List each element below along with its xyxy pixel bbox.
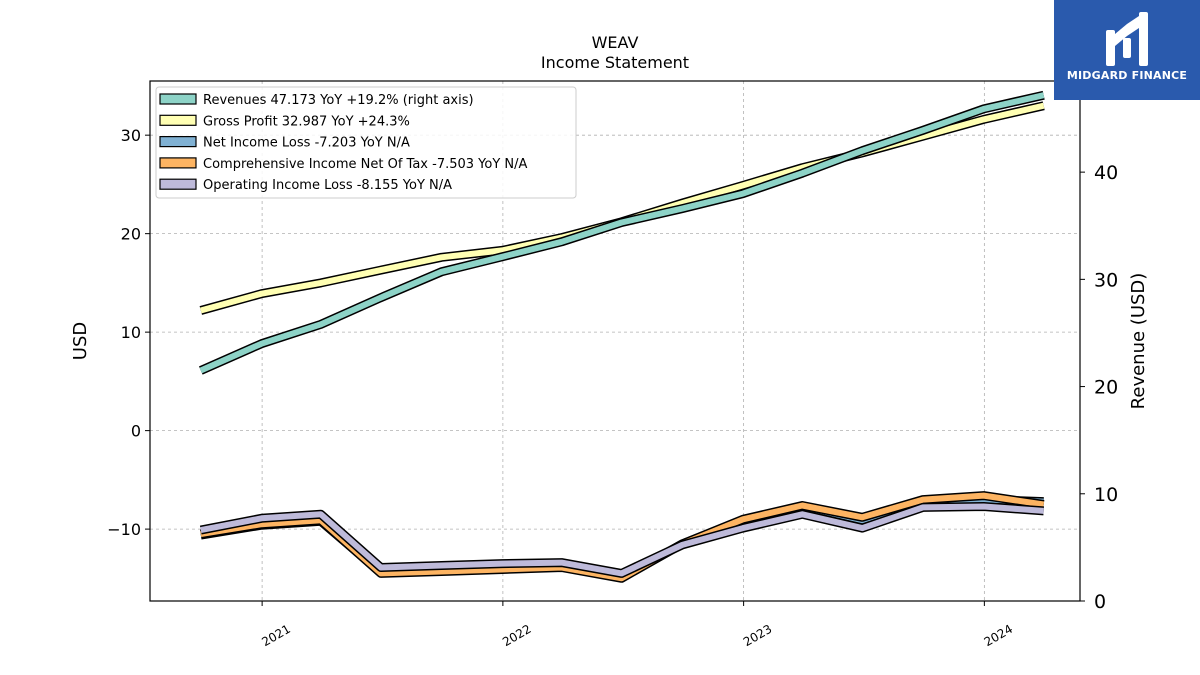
legend-label: Net Income Loss -7.203 YoY N/A: [203, 136, 410, 151]
legend-box: [155, 86, 577, 199]
y-axis-label-right: Revenue (USD): [1128, 273, 1149, 410]
y-tick-label-left: 20: [121, 225, 141, 244]
legend-swatch: [159, 178, 197, 190]
legend-label: Operating Income Loss -8.155 YoY N/A: [203, 178, 452, 193]
legend-swatch: [159, 136, 197, 148]
x-tick-label: 2023: [741, 622, 774, 649]
series-operating-income-loss: [199, 502, 1045, 578]
series-line: [199, 92, 1045, 374]
legend-label: Comprehensive Income Net Of Tax -7.503 Y…: [203, 157, 528, 172]
y-tick-label-right: 20: [1094, 377, 1118, 399]
chart-subtitle: Income Statement: [541, 53, 689, 72]
y-axis-label-left: USD: [70, 322, 91, 360]
y-tick-label-left: −10: [107, 520, 141, 539]
legend-label: Revenues 47.173 YoY +19.2% (right axis): [203, 93, 474, 108]
y-tick-label-left: 30: [121, 126, 141, 145]
y-tick-label-left: 0: [131, 422, 141, 441]
y-tick-label-left: 10: [121, 323, 141, 342]
y-tick-label-right: 30: [1094, 269, 1118, 291]
midgard-logo-icon: [1106, 12, 1148, 66]
series-revenues: [198, 90, 1045, 375]
brand-logo: MIDGARD FINANCE: [1054, 0, 1200, 100]
x-tick-label: 2022: [500, 622, 533, 649]
legend-swatch: [159, 157, 197, 169]
brand-name: MIDGARD FINANCE: [1066, 69, 1188, 82]
legend-label: Gross Profit 32.987 YoY +24.3%: [203, 114, 410, 129]
x-tick-label: 2021: [259, 622, 292, 649]
legend-swatch: [159, 93, 197, 105]
legend: Revenues 47.173 YoY +19.2% (right axis) G…: [155, 86, 577, 199]
series-layer: [198, 90, 1045, 583]
chart-title: WEAV: [592, 33, 639, 52]
legend-swatch: [159, 114, 197, 126]
y-tick-label-right: 0: [1094, 591, 1106, 613]
series-line: [200, 503, 1044, 577]
plot-frame: [149, 80, 1081, 602]
y-tick-label-right: 40: [1094, 162, 1118, 184]
y-tick-label-right: 10: [1094, 484, 1118, 506]
x-tick-label: 2024: [982, 622, 1015, 649]
